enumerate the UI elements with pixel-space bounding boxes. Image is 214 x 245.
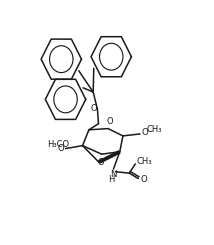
Text: O: O	[58, 144, 64, 153]
Text: O: O	[140, 175, 147, 184]
Text: O: O	[90, 104, 97, 113]
Text: O: O	[141, 128, 148, 137]
Text: CH₃: CH₃	[146, 125, 162, 134]
Text: H₃CO: H₃CO	[48, 140, 70, 149]
Text: O: O	[98, 158, 104, 167]
Text: H: H	[108, 175, 114, 184]
Text: CH₃: CH₃	[136, 157, 152, 166]
Text: N: N	[111, 171, 117, 180]
Text: O: O	[106, 117, 113, 126]
